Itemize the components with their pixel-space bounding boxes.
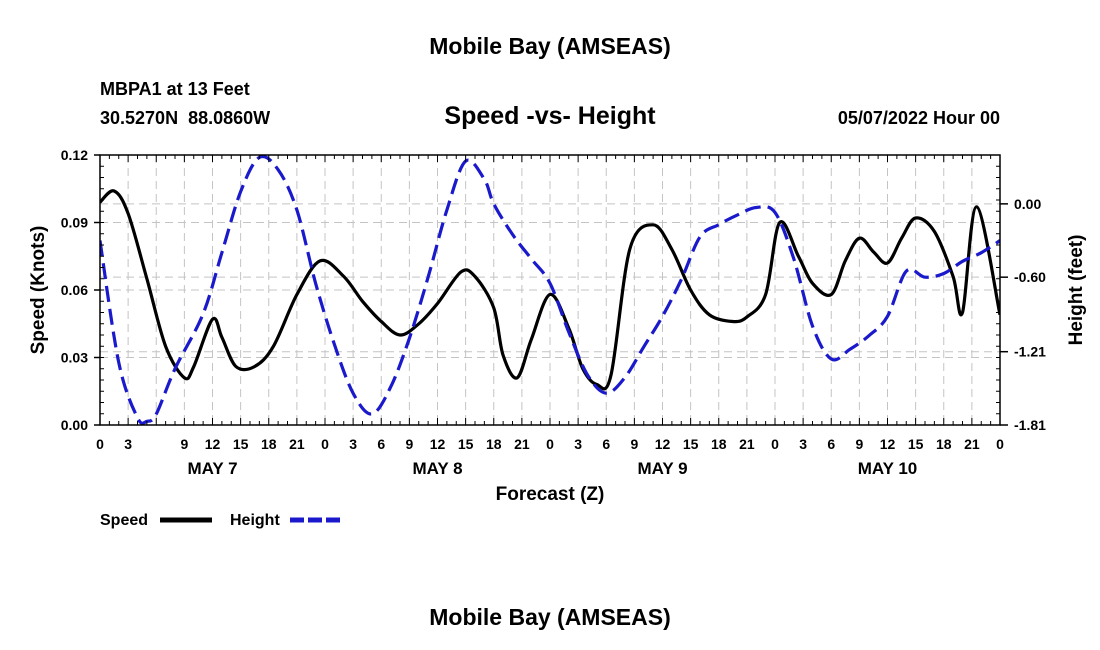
- x-tick-label: 9: [630, 436, 638, 452]
- series-line-height: [100, 155, 1000, 425]
- day-label: MAY 8: [412, 459, 462, 478]
- x-tick-label: 0: [321, 436, 329, 452]
- page-title: Mobile Bay (AMSEAS): [429, 33, 671, 59]
- x-tick-label: 6: [377, 436, 385, 452]
- y-tick-label: 0.00: [61, 417, 88, 433]
- x-axis-label: Forecast (Z): [496, 484, 605, 505]
- y2-tick-label: 0.00: [1014, 196, 1041, 212]
- x-tick-label: 12: [205, 436, 221, 452]
- x-tick-label: 15: [908, 436, 924, 452]
- x-tick-label: 3: [349, 436, 357, 452]
- x-tick-label: 12: [430, 436, 446, 452]
- station-name: MBPA1 at 13 Feet: [100, 79, 250, 99]
- day-label: MAY 7: [187, 459, 237, 478]
- x-tick-label: 15: [233, 436, 249, 452]
- x-tick-label: 0: [996, 436, 1004, 452]
- y2-axis-label: Height (feet): [1066, 235, 1087, 346]
- x-tick-label: 9: [855, 436, 863, 452]
- x-tick-label: 0: [96, 436, 104, 452]
- y-axis-label: Speed (Knots): [28, 226, 49, 355]
- y-tick-label: 0.12: [61, 147, 88, 163]
- tick-labels: 0.00 0.03 0.06 0.09 0.12 0.00 -0.60 -1.21 -1.81 0…: [61, 147, 1046, 478]
- x-tick-label: 0: [546, 436, 554, 452]
- x-tick-label: 12: [655, 436, 671, 452]
- legend: Speed Height: [100, 512, 342, 529]
- x-tick-label: 18: [711, 436, 727, 452]
- grid-lines: [100, 155, 1000, 426]
- x-tick-label: 18: [261, 436, 277, 452]
- y2-tick-label: -1.21: [1014, 344, 1046, 360]
- day-label: MAY 9: [637, 459, 687, 478]
- series-layer: [100, 155, 1000, 425]
- x-tick-label: 21: [514, 436, 530, 452]
- x-tick-label: 15: [458, 436, 474, 452]
- y-tick-label: 0.09: [61, 215, 88, 231]
- chart-title: Speed -vs- Height: [444, 102, 656, 130]
- x-tick-label: 6: [827, 436, 835, 452]
- day-label: MAY 10: [858, 459, 918, 478]
- x-tick-label: 18: [486, 436, 502, 452]
- x-tick-label: 9: [180, 436, 188, 452]
- y2-tick-label: -0.60: [1014, 269, 1046, 285]
- x-tick-label: 18: [936, 436, 952, 452]
- tick-marks: [94, 154, 1008, 426]
- y-tick-label: 0.03: [61, 350, 88, 366]
- legend-speed-label: Speed: [100, 512, 148, 529]
- x-tick-label: 3: [124, 436, 132, 452]
- x-tick-label: 9: [405, 436, 413, 452]
- x-tick-label: 0: [771, 436, 779, 452]
- x-tick-label: 21: [739, 436, 755, 452]
- forecast-date: 05/07/2022 Hour 00: [838, 108, 1000, 128]
- legend-height-label: Height: [230, 512, 280, 529]
- x-tick-label: 3: [574, 436, 582, 452]
- x-tick-label: 15: [683, 436, 699, 452]
- x-tick-label: 3: [799, 436, 807, 452]
- x-tick-label: 12: [880, 436, 896, 452]
- footer-title: Mobile Bay (AMSEAS): [429, 604, 671, 630]
- x-tick-label: 6: [602, 436, 610, 452]
- y-tick-label: 0.06: [61, 282, 88, 298]
- station-coords: 30.5270N 88.0860W: [100, 108, 270, 128]
- y2-tick-label: -1.81: [1014, 417, 1046, 433]
- x-tick-label: 21: [289, 436, 305, 452]
- x-tick-label: 21: [964, 436, 980, 452]
